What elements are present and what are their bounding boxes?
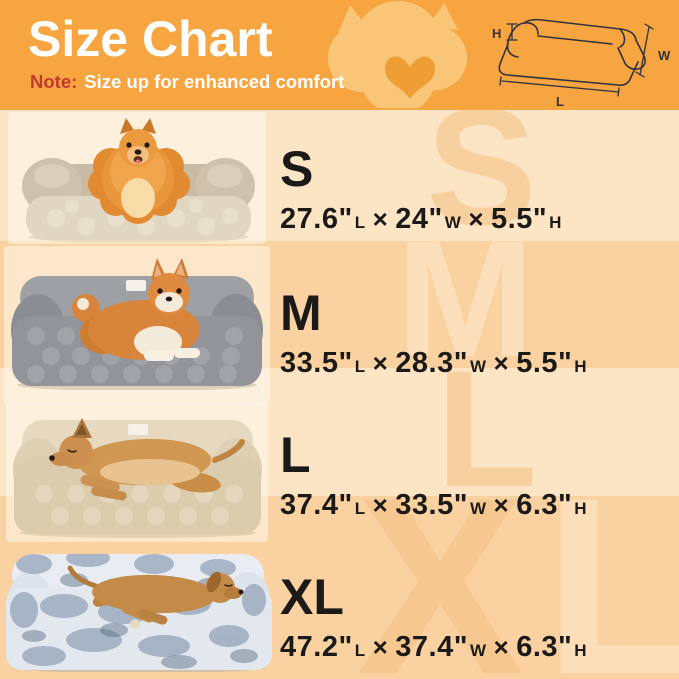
height-unit: H (574, 357, 588, 376)
dog-head-heart-watermark-icon (328, 1, 467, 108)
length-value: 27.6" (280, 203, 353, 235)
h-measure-line (506, 23, 518, 41)
couch-bed-tiedye (6, 554, 272, 670)
height-unit: H (574, 499, 588, 518)
width-unit: W (444, 213, 462, 232)
size-label: S (280, 141, 314, 197)
times-sign: × (493, 490, 510, 520)
width-unit: W (469, 357, 487, 376)
bed-photo-medium (11, 258, 263, 390)
row-small: S 27.6" L × 24" W × 5.5" H (280, 144, 562, 236)
times-sign: × (372, 632, 389, 662)
page-title: Size Chart (28, 11, 273, 67)
dimensions: 27.6" L × 24" W × 5.5" H (280, 203, 562, 236)
pomeranian-dog (88, 118, 190, 224)
width-unit: W (469, 641, 487, 660)
size-label: XL (280, 569, 344, 625)
width-value: 24" (395, 203, 443, 235)
note-text: Size up for enhanced comfort (84, 71, 345, 92)
watermark-letter-s: S (426, 110, 537, 260)
times-sign: × (372, 348, 389, 378)
row-medium: M 33.5" L × 28.3" W × 5.5" H (280, 288, 587, 380)
height-value: 6.3" (516, 631, 573, 663)
length-unit: L (354, 213, 366, 232)
bed-photo-small (22, 118, 255, 242)
diagram-w-label: W (658, 48, 671, 63)
tan-dog-stretched (67, 565, 244, 629)
bed-brand-tag (126, 280, 146, 291)
shiba-inu-dog (72, 258, 200, 361)
diagram-h-label: H (492, 26, 501, 41)
bed-dimensions-diagram: H W L (492, 18, 671, 108)
row-large: L 37.4" L × 33.5" W × 6.3" H (280, 430, 587, 522)
watermark-letter-x: X (356, 446, 525, 679)
length-value: 47.2" (280, 631, 353, 663)
height-unit: H (574, 641, 588, 660)
times-sign: × (493, 348, 510, 378)
times-sign: × (468, 204, 485, 234)
watermark-letter-xl-l: L (544, 446, 679, 679)
dimensions: 33.5" L × 28.3" W × 5.5" H (280, 347, 587, 380)
size-label: L (280, 427, 311, 483)
row-xlarge: XL 47.2" L × 37.4" W × 6.3" H (280, 572, 587, 664)
times-sign: × (493, 632, 510, 662)
size-rows: S M L X L (0, 110, 679, 679)
watermark-letter-l: L (436, 337, 538, 522)
size-label: M (280, 285, 322, 341)
header: H W L Size Chart Note: Size up for enhanc… (0, 0, 679, 110)
watermark-letter-m: M (396, 207, 535, 392)
dimensions: 37.4" L × 33.5" W × 6.3" H (280, 489, 587, 522)
width-value: 37.4" (395, 631, 468, 663)
w-measure-line (635, 23, 654, 78)
times-sign: × (372, 204, 389, 234)
note-line: Note: Size up for enhanced comfort (30, 71, 344, 93)
couch-bed-grey (11, 276, 263, 386)
bed-photo-xlarge (6, 554, 272, 672)
bed-photo-large (13, 418, 262, 538)
length-unit: L (354, 641, 366, 660)
height-value: 5.5" (516, 347, 573, 379)
width-unit: W (469, 499, 487, 518)
bed-brand-tag (128, 424, 148, 435)
width-value: 33.5" (395, 489, 468, 521)
height-value: 5.5" (491, 203, 548, 235)
length-unit: L (354, 499, 366, 518)
times-sign: × (372, 490, 389, 520)
length-value: 33.5" (280, 347, 353, 379)
length-unit: L (354, 357, 366, 376)
tan-dog-lying (49, 418, 245, 501)
length-value: 37.4" (280, 489, 353, 521)
dimensions: 47.2" L × 37.4" W × 6.3" H (280, 631, 587, 664)
width-value: 28.3" (395, 347, 468, 379)
note-label: Note: (30, 71, 78, 92)
diagram-l-label: L (556, 94, 564, 108)
height-unit: H (549, 213, 562, 232)
height-value: 6.3" (516, 489, 573, 521)
l-measure-line (499, 76, 620, 97)
